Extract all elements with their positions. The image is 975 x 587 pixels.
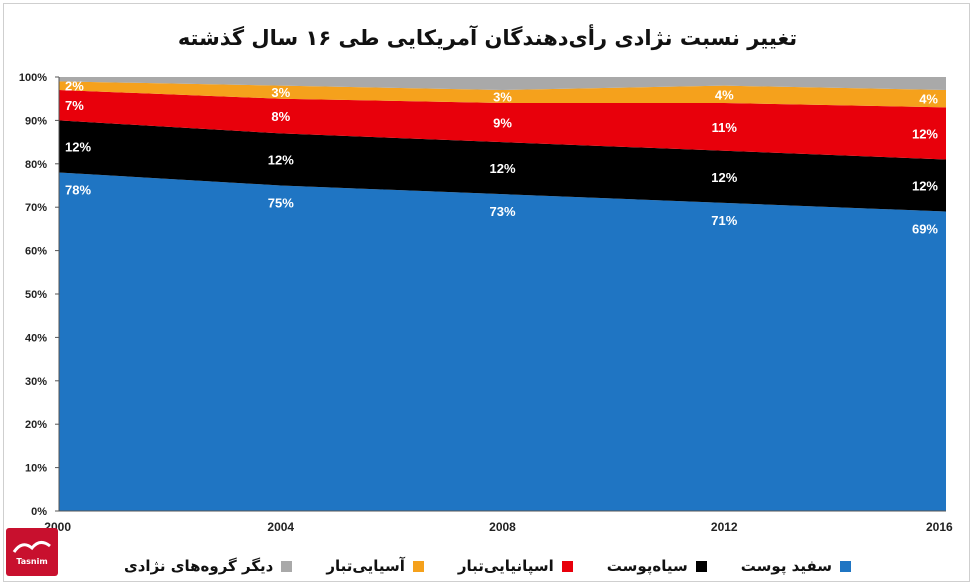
legend-label-white: سفید پوست bbox=[740, 557, 833, 575]
x-tick-label: 2004 bbox=[267, 520, 294, 534]
data-label-series-0: 78% bbox=[65, 182, 91, 197]
logo-background bbox=[6, 528, 58, 576]
y-tick-label: 20% bbox=[25, 419, 47, 431]
data-label-series-0: 75% bbox=[268, 196, 294, 211]
data-label-series-3: 4% bbox=[919, 92, 938, 107]
legend-label-black: سیاه‌پوست bbox=[606, 557, 688, 575]
area-series-2 bbox=[59, 90, 946, 160]
data-label-series-1: 12% bbox=[711, 170, 737, 185]
x-tick-label: 2012 bbox=[711, 520, 738, 534]
data-label-series-2: 8% bbox=[271, 109, 290, 124]
legend-item-black: سیاه‌پوست bbox=[607, 557, 707, 575]
y-tick-label: 60% bbox=[25, 246, 47, 258]
data-label-series-2: 12% bbox=[912, 126, 938, 141]
legend-item-asian: آسیایی‌تبار bbox=[326, 557, 424, 575]
y-tick-label: 80% bbox=[25, 159, 47, 171]
chart-legend: سفید پوست سیاه‌پوست اسپانیایی‌تبار آسیای… bbox=[0, 557, 975, 575]
data-label-series-0: 73% bbox=[489, 204, 515, 219]
legend-label-hispanic: اسپانیایی‌تبار bbox=[457, 557, 554, 575]
y-tick-label: 0% bbox=[31, 506, 47, 518]
legend-swatch-black bbox=[695, 560, 707, 572]
legend-label-asian: آسیایی‌تبار bbox=[326, 557, 405, 575]
y-tick-label: 100% bbox=[19, 72, 47, 84]
data-label-series-3: 4% bbox=[715, 87, 734, 102]
data-label-series-3: 3% bbox=[271, 85, 290, 100]
x-tick-label: 2016 bbox=[926, 520, 953, 534]
chart-title: تغییر نسبت نژادی رأی‌دهندگان آمریکایی طی… bbox=[177, 26, 798, 50]
data-label-series-0: 71% bbox=[711, 213, 737, 228]
logo-mark bbox=[12, 541, 51, 553]
data-label-series-3: 2% bbox=[65, 79, 84, 94]
y-tick-label: 90% bbox=[25, 115, 47, 127]
data-label-series-2: 9% bbox=[493, 116, 512, 131]
tasnim-logo: Tasnim bbox=[6, 528, 58, 576]
area-series-0 bbox=[59, 172, 946, 512]
legend-item-other: دیگر گروه‌های نژادی bbox=[123, 557, 293, 575]
x-tick-label: 2008 bbox=[489, 520, 516, 534]
y-tick-label: 10% bbox=[25, 463, 47, 475]
data-label-series-1: 12% bbox=[912, 179, 938, 194]
y-tick-label: 40% bbox=[25, 332, 47, 344]
legend-item-white: سفید پوست bbox=[740, 557, 852, 575]
legend-label-other: دیگر گروه‌های نژادی bbox=[123, 557, 274, 575]
y-tick-label: 70% bbox=[25, 202, 47, 214]
legend-swatch-other bbox=[281, 560, 293, 572]
data-label-series-3: 3% bbox=[493, 90, 512, 105]
data-label-series-0: 69% bbox=[912, 222, 938, 237]
data-label-series-1: 12% bbox=[489, 161, 515, 176]
area-series-4 bbox=[59, 77, 946, 91]
legend-swatch-hispanic bbox=[561, 560, 573, 572]
y-tick-label: 30% bbox=[25, 376, 47, 388]
legend-swatch-white bbox=[840, 560, 852, 572]
legend-item-hispanic: اسپانیایی‌تبار bbox=[458, 557, 573, 575]
area-series-3 bbox=[59, 81, 946, 108]
data-label-series-1: 12% bbox=[268, 152, 294, 167]
data-label-series-2: 7% bbox=[65, 98, 84, 113]
data-label-series-2: 11% bbox=[712, 120, 738, 135]
data-label-series-1: 12% bbox=[65, 139, 91, 154]
y-tick-label: 50% bbox=[25, 289, 47, 301]
logo-text: Tasnim bbox=[16, 557, 47, 566]
area-series-1 bbox=[59, 120, 946, 212]
legend-swatch-asian bbox=[412, 560, 424, 572]
